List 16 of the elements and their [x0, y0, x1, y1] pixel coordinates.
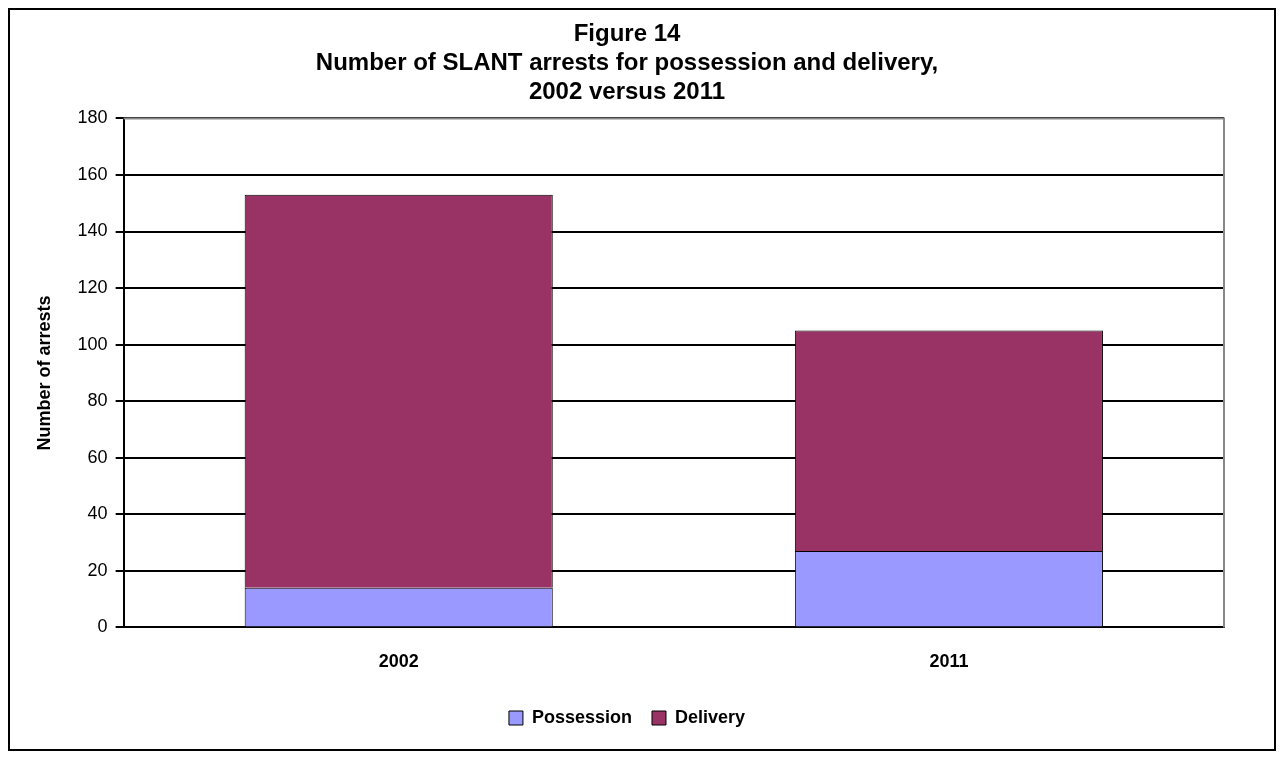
y-tick-label: 0: [97, 616, 108, 637]
y-tick-label: 40: [87, 503, 108, 524]
legend-label: Possession: [531, 706, 632, 727]
y-tick-label: 20: [87, 559, 108, 580]
y-tick-label: 120: [77, 277, 108, 298]
y-tick-label: 140: [77, 220, 108, 241]
y-axis-title: Number of arrests: [33, 295, 54, 451]
legend-label: Delivery: [675, 706, 746, 727]
y-tick-label: 60: [87, 446, 108, 467]
x-tick-label: 2002: [378, 651, 419, 672]
y-tick-label: 100: [77, 333, 108, 354]
y-tick-label: 160: [77, 163, 108, 184]
y-tick-label: 180: [77, 107, 108, 128]
x-tick-label: 2011: [929, 651, 969, 672]
chart-title: Figure 14 Number of SLANT arrests for possession and delivery, 2002 versus 2011: [315, 19, 939, 104]
y-tick-label: 80: [87, 390, 108, 411]
